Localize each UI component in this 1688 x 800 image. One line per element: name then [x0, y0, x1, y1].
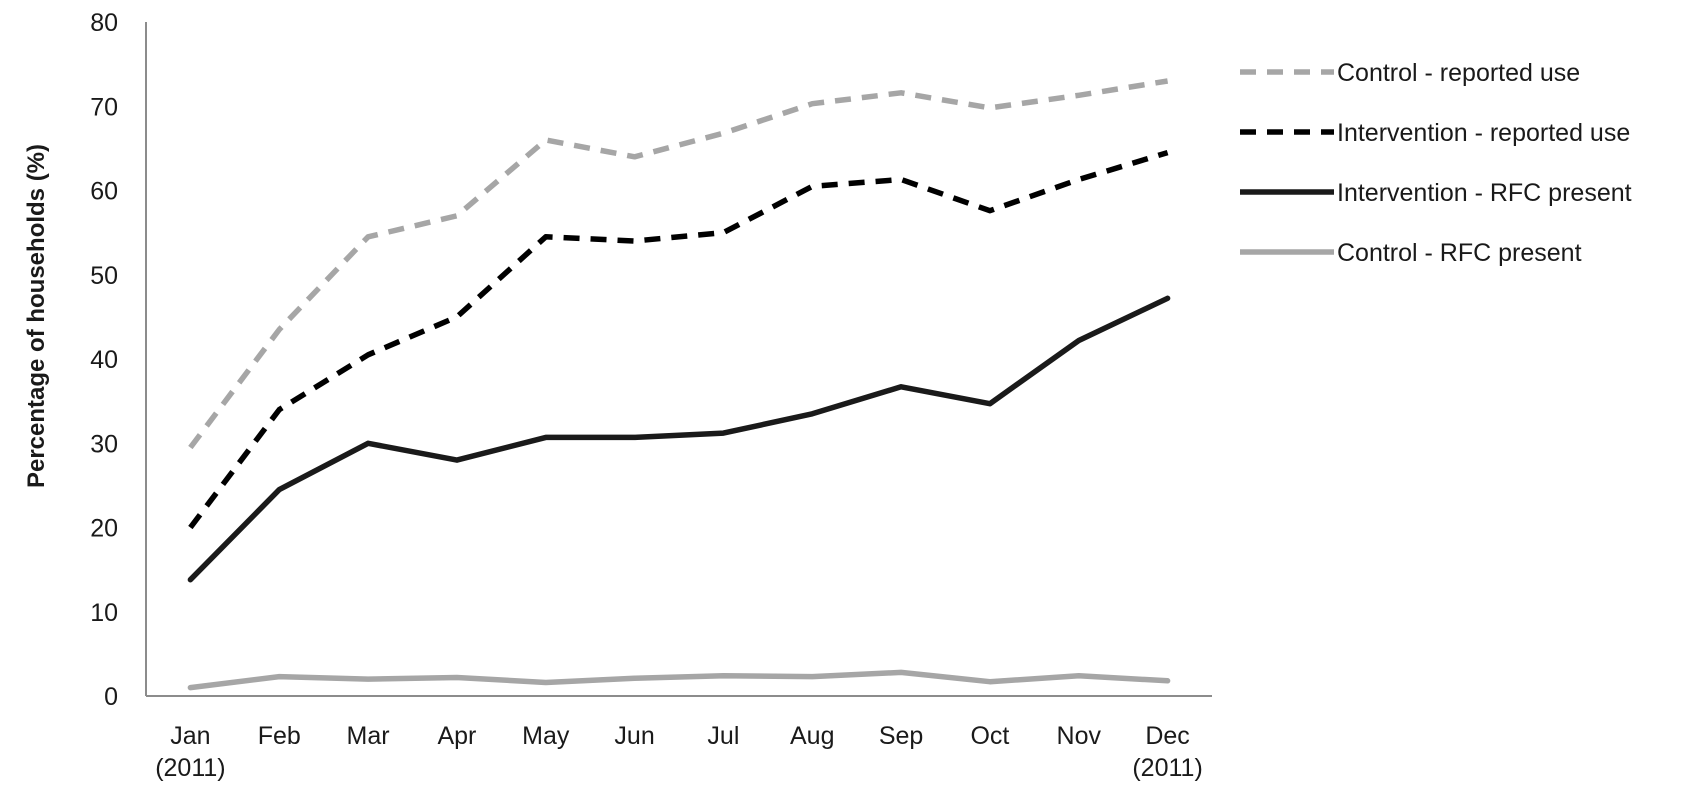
y-tick-label: 60	[90, 178, 118, 206]
x-tick-label-line: Aug	[790, 722, 834, 750]
legend-item: Intervention - RFC present	[1240, 179, 1632, 207]
x-tick-label-line: (2011)	[155, 754, 225, 782]
x-tick-label: Sep	[879, 722, 923, 750]
y-tick-label: 0	[104, 683, 118, 711]
series-line-0	[188, 78, 1169, 450]
x-tick-label: Apr	[437, 722, 476, 750]
x-tick-label-line: Jan	[170, 722, 210, 750]
y-tick-label: 30	[90, 430, 118, 458]
x-tick-label-line: Sep	[879, 722, 923, 750]
y-tick-label: 40	[90, 346, 118, 374]
x-tick-label-line: Feb	[258, 722, 301, 750]
y-axis-label: Percentage of households (%)	[23, 144, 50, 488]
y-tick-label: 50	[90, 262, 118, 290]
x-tick-label: Oct	[970, 722, 1009, 750]
y-tick-label: 10	[90, 599, 118, 627]
x-tick-label: Jan (2011)	[155, 722, 225, 782]
x-tick-label: Feb	[258, 722, 301, 750]
x-tick-label: Mar	[347, 722, 390, 750]
legend-label: Control - RFC present	[1337, 239, 1582, 267]
x-tick-label-line: Apr	[437, 722, 476, 750]
legend-item: Control - reported use	[1240, 59, 1580, 87]
x-tick-label: Nov	[1057, 722, 1102, 750]
x-tick-label-line: Dec	[1145, 722, 1189, 750]
x-tick-label: Aug	[790, 722, 834, 750]
legend-label: Intervention - reported use	[1337, 119, 1630, 147]
series-lines	[187, 78, 1171, 691]
x-tick-label: Dec (2011)	[1132, 722, 1202, 782]
y-tick-label: 20	[90, 515, 118, 543]
series-line-2	[187, 295, 1171, 583]
legend-label: Intervention - RFC present	[1337, 179, 1632, 207]
x-tick-label: Jun	[614, 722, 654, 750]
x-tick-label-line: Jun	[614, 722, 654, 750]
x-tick-label-line: Jul	[707, 722, 739, 750]
legend: Control - reported use Intervention - rep…	[1240, 59, 1632, 267]
x-tick-label: May	[522, 722, 570, 750]
axes	[145, 22, 1212, 697]
x-tick-labels: Jan (2011) Feb Mar Apr May Jun Jul Aug Sep Oct Nov D…	[155, 722, 1203, 782]
series-line-1	[188, 149, 1169, 530]
legend-label: Control - reported use	[1337, 59, 1580, 87]
y-tick-labels: 0 10 20 30 40 50 60 70 80	[90, 9, 118, 711]
legend-item: Intervention - reported use	[1240, 119, 1630, 147]
x-tick-label-line: (2011)	[1132, 754, 1202, 782]
y-tick-label: 70	[90, 93, 118, 121]
x-tick-label-line: Oct	[970, 722, 1009, 750]
x-tick-label-line: Nov	[1057, 722, 1102, 750]
series-line-3	[187, 669, 1171, 691]
x-tick-label-line: May	[522, 722, 570, 750]
y-tick-label: 80	[90, 9, 118, 37]
legend-item: Control - RFC present	[1240, 239, 1582, 267]
x-tick-label-line: Mar	[347, 722, 390, 750]
x-tick-label: Jul	[707, 722, 739, 750]
